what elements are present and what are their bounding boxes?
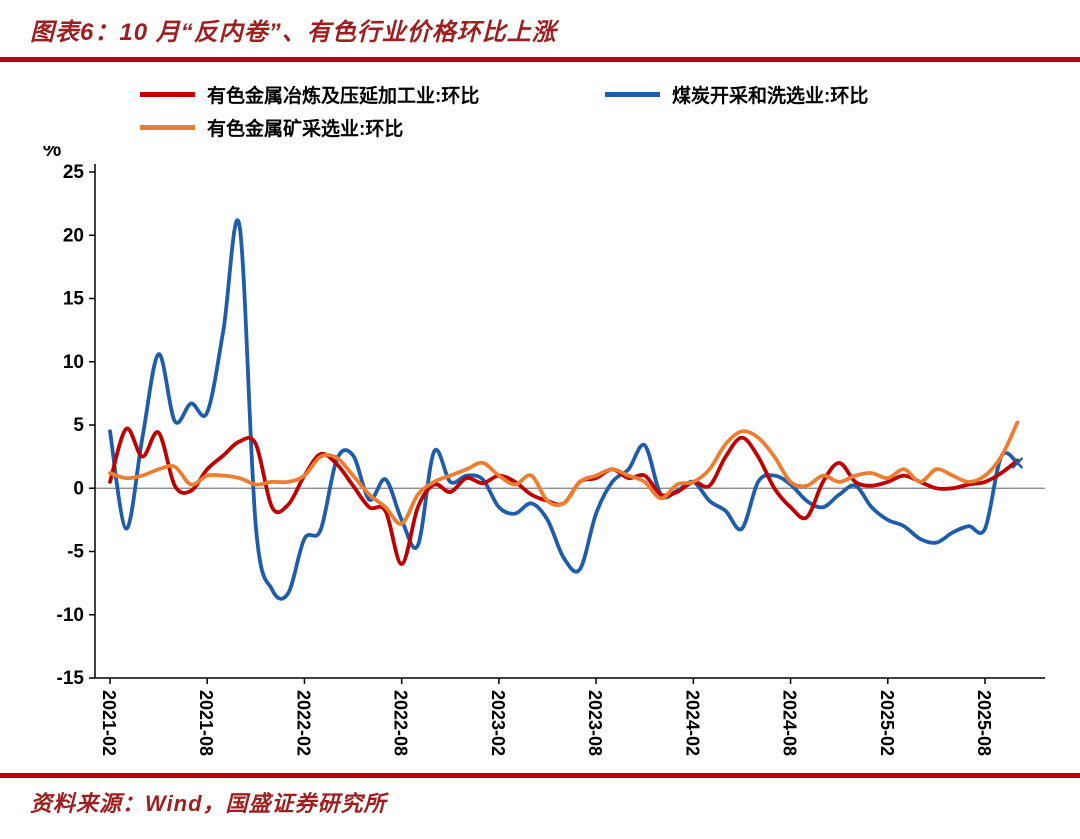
y-tick-label: 10 (63, 352, 84, 373)
legend-row-1: 有色金属冶炼及压延加工业:环比 煤炭开采和洗选业:环比 (140, 78, 1080, 111)
x-tick-label: 2024-08 (780, 690, 800, 756)
y-tick-label: 20 (63, 225, 84, 246)
series-line-2 (108, 420, 1020, 526)
x-tick-label: 2023-02 (488, 690, 508, 756)
chart-title: 图表6：10 月“反内卷”、有色行业价格环比上涨 (30, 19, 557, 46)
legend-item-coal: 煤炭开采和洗选业:环比 (605, 81, 868, 108)
legend-row-2: 有色金属矿采选业:环比 (140, 111, 1080, 144)
legend-label-coal: 煤炭开采和洗选业:环比 (672, 86, 869, 107)
x-tick-label: 2023-08 (585, 690, 605, 756)
legend-item-smelting: 有色金属冶炼及压延加工业:环比 (140, 81, 605, 108)
x-tick-label: 2021-08 (196, 690, 216, 756)
bottom-divider (0, 773, 1080, 778)
x-tick-label: 2025-08 (974, 690, 994, 756)
y-tick-label: 0 (73, 478, 84, 499)
legend-label-smelting: 有色金属冶炼及压延加工业:环比 (207, 86, 480, 107)
x-tick-label: 2024-02 (682, 690, 702, 756)
y-tick-label: -10 (57, 605, 84, 626)
top-divider (0, 57, 1080, 62)
legend-swatch-red (140, 92, 195, 97)
y-axis-unit-label: % (43, 146, 62, 161)
y-tick-label: -15 (57, 668, 85, 689)
x-tick-label: 2022-02 (293, 690, 313, 756)
source-note: 资料来源：Wind，国盛证券研究所 (30, 791, 387, 816)
y-tick-label: 5 (73, 415, 84, 436)
series-line-0 (108, 426, 1020, 567)
x-tick-label: 2022-08 (391, 690, 411, 756)
line-chart: 25 20 15 10 5 0 -5 -10 -15% 2021-02 2021-08 2022-02… (43, 138, 1045, 756)
y-tick-label: 15 (63, 289, 85, 310)
legend-swatch-blue (605, 92, 660, 97)
legend-item-mining: 有色金属矿采选业:环比 (140, 114, 605, 141)
series-end-marker (1011, 457, 1024, 469)
x-tick-label: 2021-02 (99, 690, 119, 756)
chart-legend: 有色金属冶炼及压延加工业:环比 煤炭开采和洗选业:环比 有色金属矿采选业:环比 (140, 78, 1080, 144)
series-line-1 (108, 218, 1020, 601)
legend-label-mining: 有色金属矿采选业:环比 (207, 119, 404, 140)
x-tick-label: 2025-02 (877, 690, 897, 756)
legend-swatch-orange (140, 125, 195, 130)
y-tick-label: 25 (63, 162, 85, 183)
chart-area: 25 20 15 10 5 0 -5 -10 -15% 2021-02 2021-08 2022-02… (0, 138, 1080, 771)
y-tick-label: -5 (67, 542, 84, 563)
